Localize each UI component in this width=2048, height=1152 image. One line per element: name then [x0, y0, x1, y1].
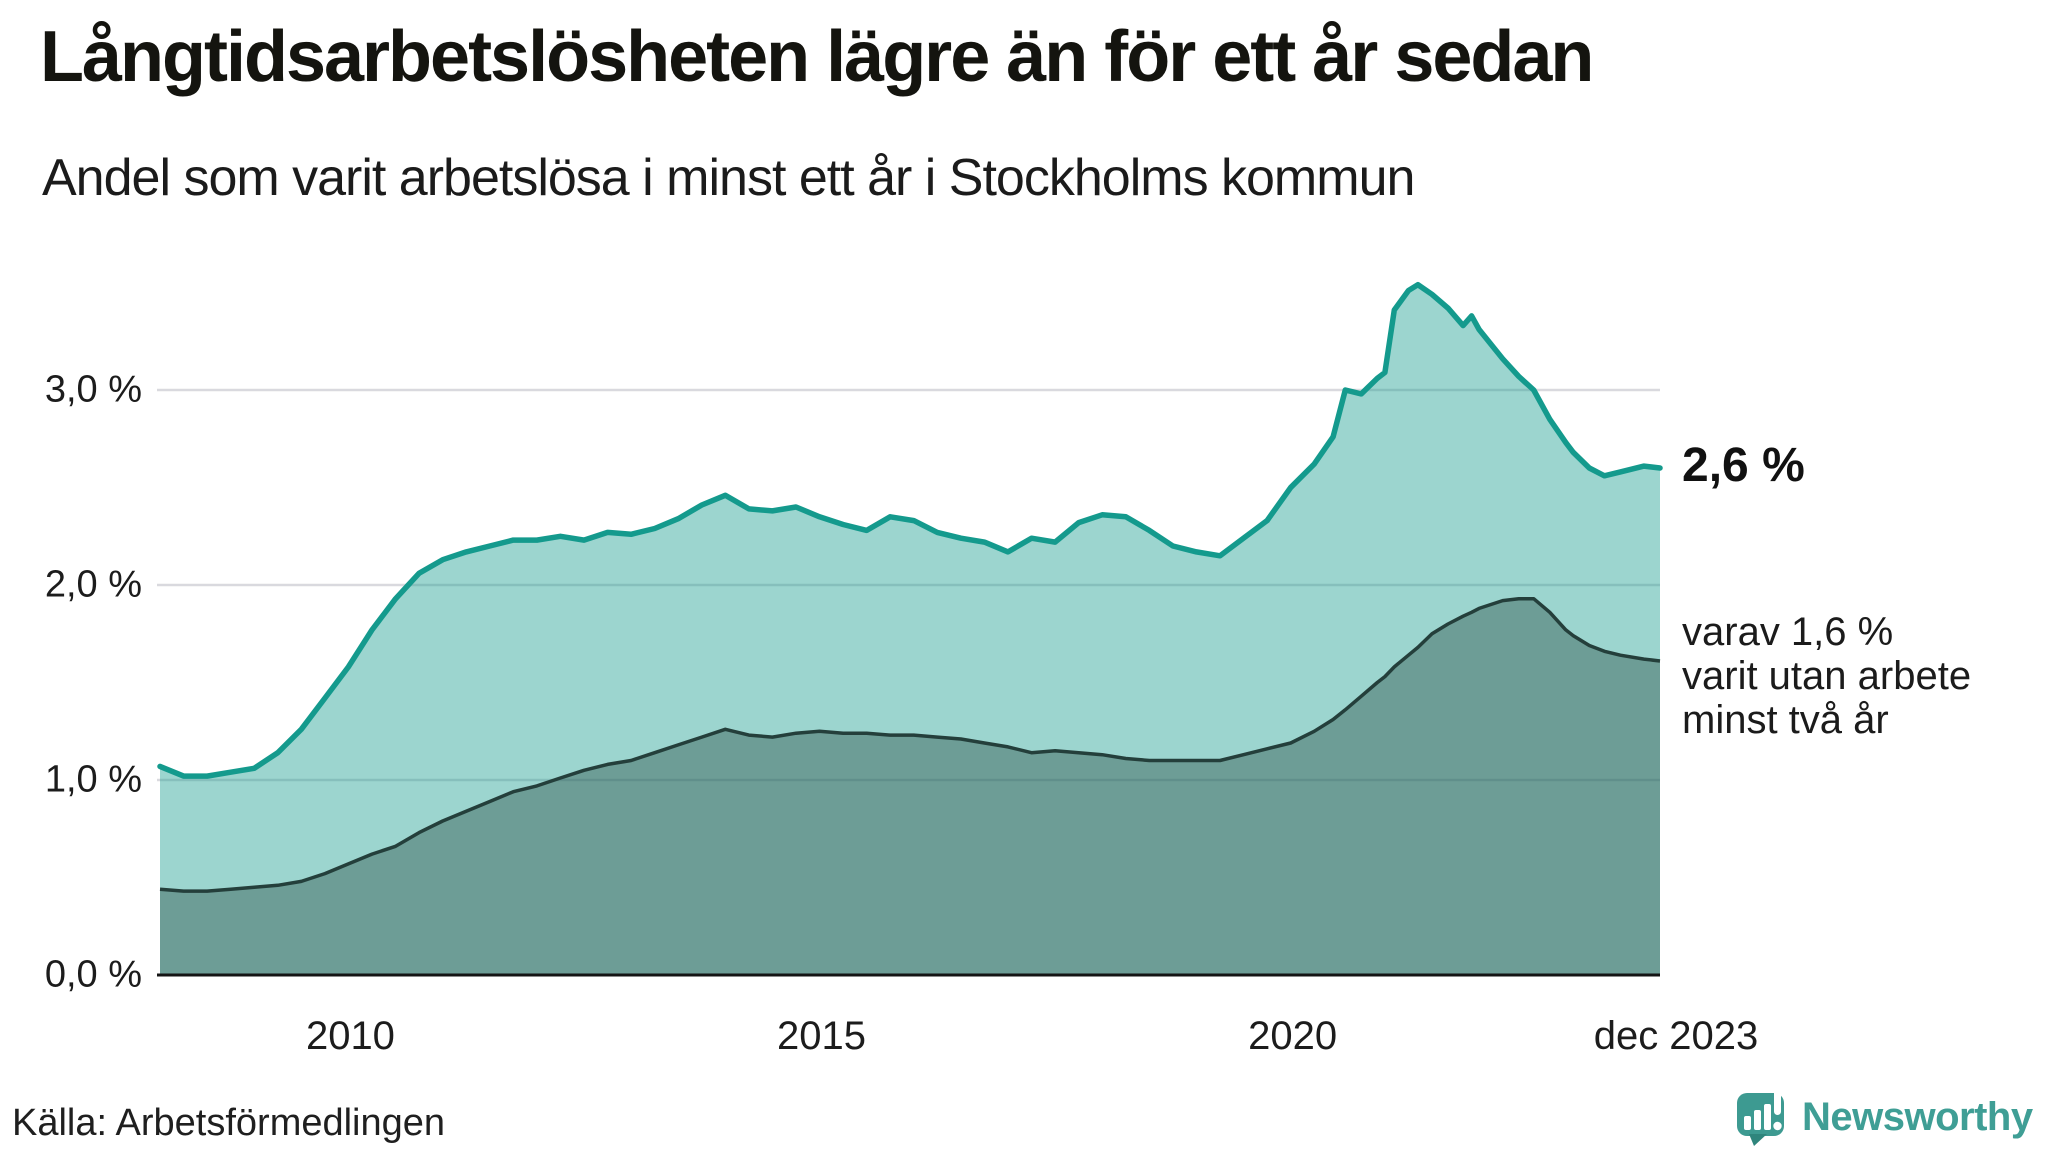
y-tick-label: 1,0 %: [44, 758, 142, 801]
annotation-share-two-years: varav 1,6 % varit utan arbete minst två …: [1682, 610, 1971, 742]
bar-chart-speech-bubble-icon: [1737, 1088, 1784, 1146]
area-unemployed-2yr: [160, 598, 1660, 975]
y-tick-label: 0,0 %: [44, 953, 142, 996]
annotation-line: varav 1,6 %: [1682, 610, 1894, 654]
logo-wordmark: Newsworthy: [1802, 1094, 2033, 1139]
y-tick-label: 2,0 %: [44, 563, 142, 606]
annotation-line: varit utan arbete: [1682, 654, 1972, 698]
x-tick-label: 2020: [1248, 1014, 1338, 1058]
x-tick-label: 2015: [777, 1014, 867, 1058]
end-value-label: 2,6 %: [1682, 439, 1805, 492]
y-tick-label: 3,0 %: [44, 368, 142, 411]
line-unemployed-1yr: [157, 281, 1663, 779]
annotation-line: minst två år: [1682, 698, 1889, 742]
area-unemployed-1yr: [160, 284, 1660, 975]
x-tick-label: dec 2023: [1593, 1014, 1759, 1058]
newsworthy-logo: Newsworthy: [1736, 1088, 2033, 1146]
page-title: Långtidsarbetslösheten lägre än för ett …: [40, 17, 1594, 97]
x-tick-label: 2010: [305, 1014, 395, 1058]
source-label: Källa: Arbetsförmedlingen: [12, 1102, 446, 1144]
page-subtitle: Andel som varit arbetslösa i minst ett å…: [42, 149, 1415, 207]
line-unemployed-2yr: [159, 596, 1661, 893]
